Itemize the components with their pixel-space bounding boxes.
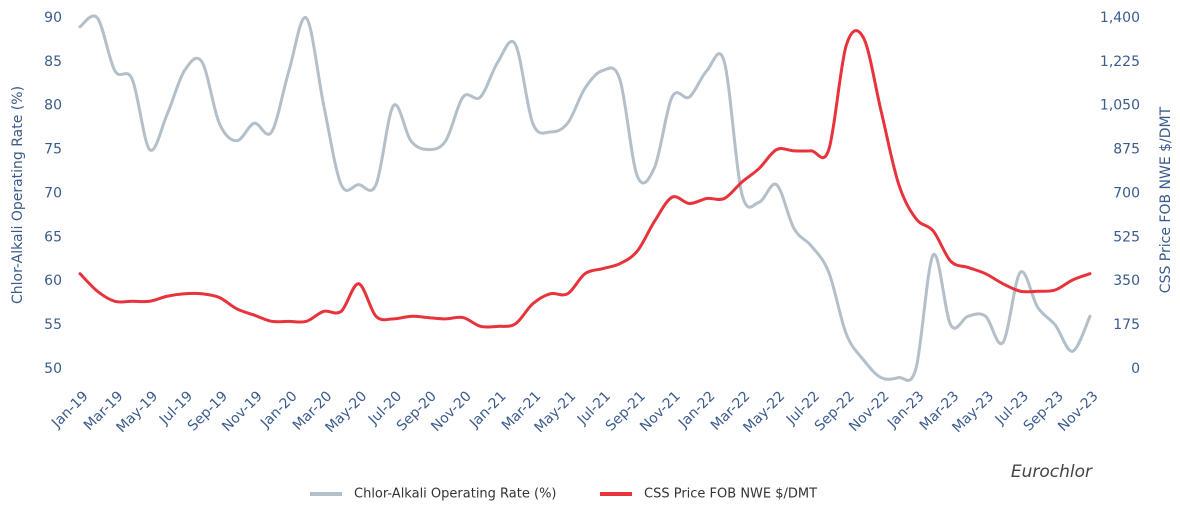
y-tick-label: 50 (44, 361, 62, 377)
y2-tick-label: 175 (1113, 317, 1140, 333)
y-axis-label: Chlor-Alkali Operating Rate (%) (10, 86, 26, 304)
y2-tick-label: 350 (1113, 273, 1140, 289)
y2-tick-label: 0 (1131, 361, 1140, 377)
y-tick-label: 90 (44, 10, 62, 26)
y2-tick-label: 1,050 (1100, 98, 1140, 114)
series-line (78, 14, 1092, 382)
y2-tick-label: 875 (1113, 142, 1140, 158)
y2-tick-label: 525 (1113, 229, 1140, 245)
y-tick-label: 80 (44, 98, 62, 114)
series-line (78, 29, 1092, 329)
legend-label: CSS Price FOB NWE $/DMT (644, 487, 817, 502)
y-tick-label: 85 (44, 54, 62, 70)
y2-tick-label: 1,400 (1100, 10, 1140, 26)
y-tick-label: 60 (44, 273, 62, 289)
y2-axis-label: CSS Price FOB NWE $/DMT (1158, 106, 1174, 293)
y-tick-label: 55 (44, 317, 62, 333)
y2-tick-label: 1,225 (1100, 54, 1140, 70)
source-annotation: Eurochlor (1011, 462, 1093, 482)
y-tick-label: 70 (44, 185, 62, 201)
legend-label: Chlor-Alkali Operating Rate (%) (354, 487, 557, 502)
y-tick-label: 65 (44, 229, 62, 245)
y-tick-label: 75 (44, 142, 62, 158)
y2-tick-label: 700 (1113, 185, 1140, 201)
